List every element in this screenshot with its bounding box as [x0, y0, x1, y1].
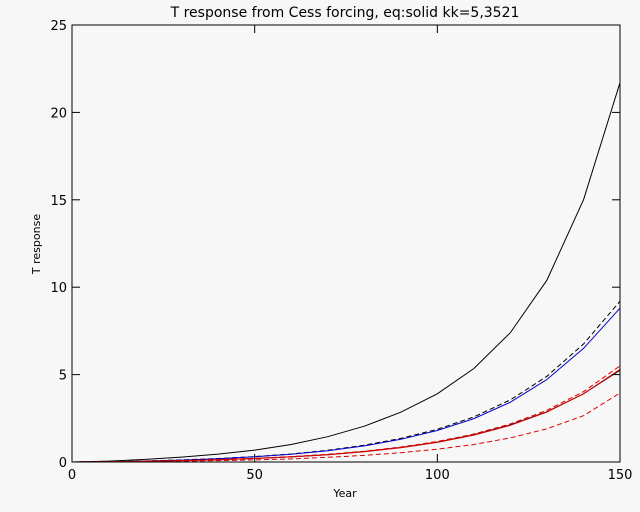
y-tick-label: 10 [50, 281, 67, 296]
x-tick-label: 0 [68, 468, 76, 483]
y-tick-label: 20 [50, 106, 67, 121]
series-line-7 [71, 392, 621, 463]
y-axis-title: T response [30, 214, 43, 275]
series-line-2 [71, 300, 621, 463]
series-line-1 [71, 82, 621, 463]
plot-frame [71, 24, 621, 463]
y-tick-label: 0 [59, 456, 67, 471]
x-axis-title: Year [332, 487, 357, 500]
x-tick-label: 150 [608, 468, 633, 483]
x-axis-ticks: 0 50 100 150 [68, 25, 633, 483]
y-tick-label: 15 [50, 194, 67, 209]
y-tick-label: 5 [59, 369, 67, 384]
chart-title: T response from Cess forcing, eq:solid k… [170, 5, 520, 21]
x-tick-label: 50 [246, 468, 263, 483]
y-axis-ticks: 0 5 10 15 20 25 [50, 19, 620, 471]
series-line-3 [71, 307, 621, 463]
x-tick-label: 100 [425, 468, 450, 483]
plot-lines [71, 82, 621, 463]
y-tick-label: 25 [50, 19, 67, 34]
